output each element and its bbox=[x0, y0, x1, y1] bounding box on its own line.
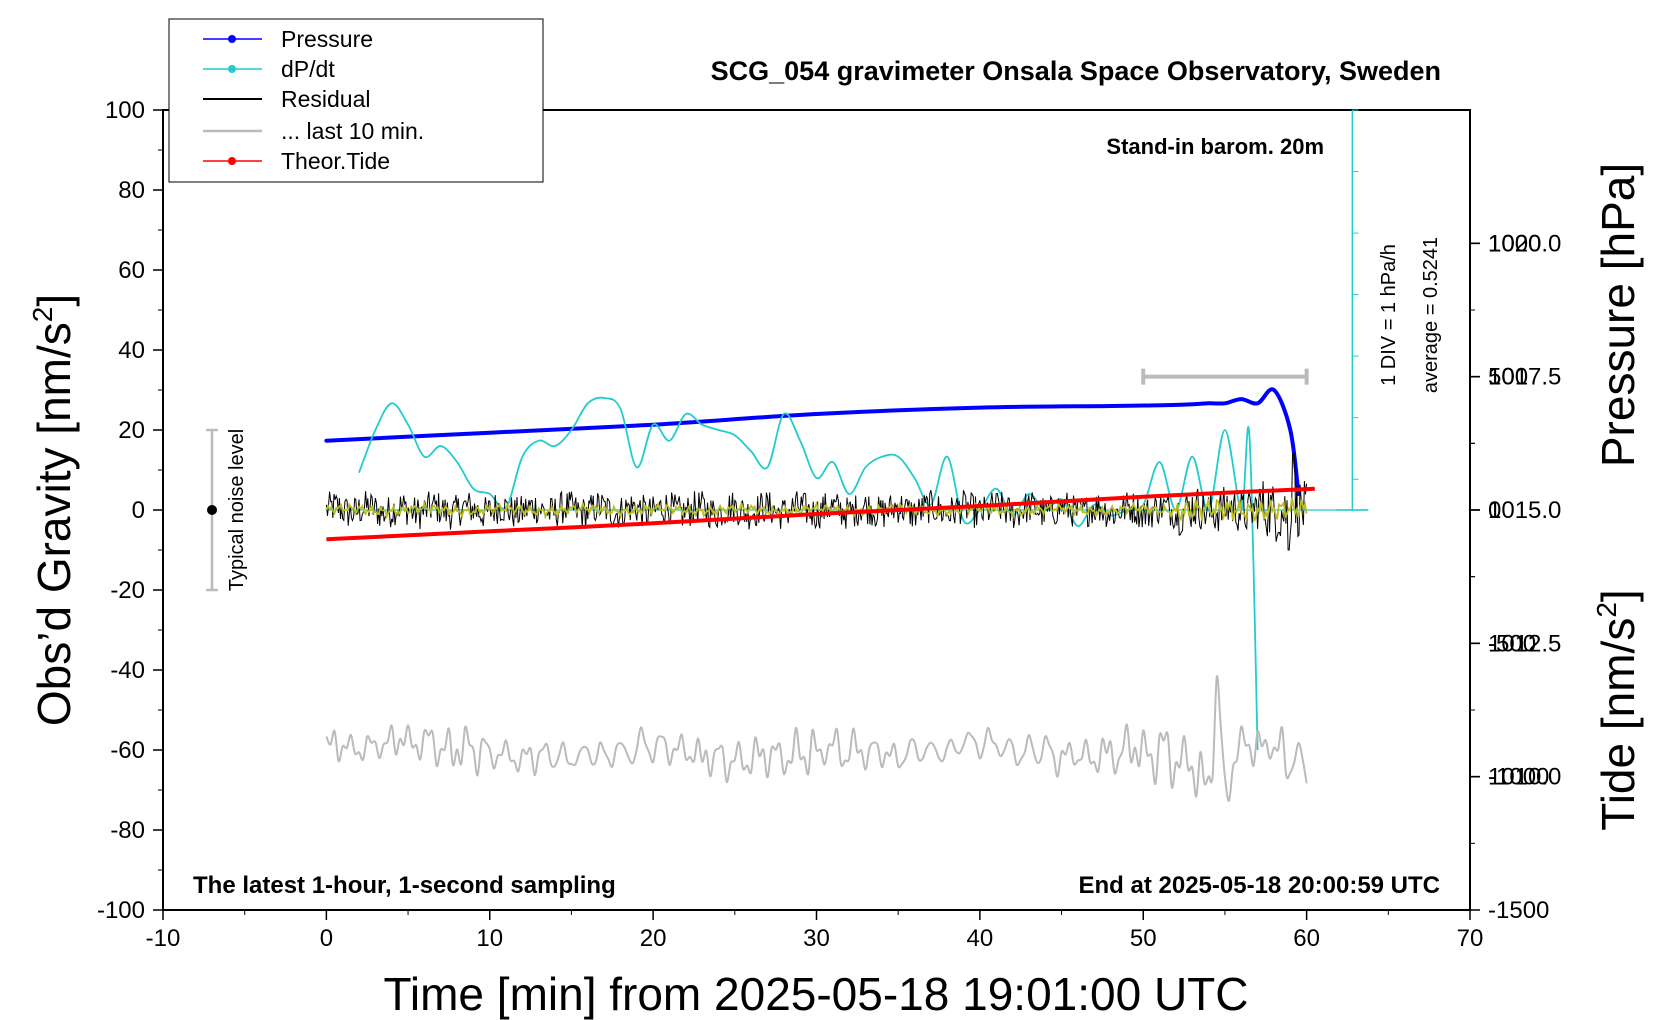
latest-sampling-annotation: The latest 1-hour, 1-second sampling bbox=[193, 872, 616, 899]
legend-item-last10: ... last 10 min. bbox=[203, 118, 424, 144]
legend: Pressure dP/dt Residual ... last 10 min.… bbox=[168, 18, 544, 183]
pressure-tick-label: 1010.0 bbox=[1488, 764, 1561, 791]
chart-title: SCG_054 gravimeter Onsala Space Observat… bbox=[711, 56, 1441, 86]
tide-tick-label: 500 bbox=[1488, 364, 1528, 391]
legend-label-pressure: Pressure bbox=[281, 26, 373, 52]
x-tick-label: 30 bbox=[803, 925, 830, 952]
pressure-tick-label: 1017.5 bbox=[1488, 364, 1561, 391]
series-dpdt bbox=[358, 396, 1259, 751]
barometer-annotation: Stand-in barom. 20m bbox=[1106, 134, 1324, 159]
series-last-10-min bbox=[325, 675, 1308, 802]
legend-item-tide: Theor.Tide bbox=[203, 148, 390, 174]
left-axis-label-main: Obs’d Gravity [nm/s bbox=[28, 322, 80, 726]
noise-bar-center bbox=[207, 505, 218, 515]
y-tick-label: -20 bbox=[110, 577, 145, 604]
legend-marker-dpdt bbox=[228, 65, 236, 73]
legend-item-residual: Residual bbox=[203, 86, 371, 112]
series-residual-smoothed bbox=[325, 497, 1308, 522]
legend-label-tide: Theor.Tide bbox=[281, 148, 390, 174]
pressure-axis-label: Pressure [hPa] bbox=[1592, 163, 1644, 467]
x-tick-label: 70 bbox=[1457, 925, 1484, 952]
tick-layer: -10 0 10 20 30 40 50 60 70100806040200-20-40-60-… bbox=[97, 97, 1561, 952]
tide-axis-label-sup: 2 bbox=[1591, 602, 1622, 618]
x-tick-label: 40 bbox=[967, 925, 994, 952]
tide-tick-label: -1000 bbox=[1488, 764, 1549, 791]
end-time-annotation: End at 2025-05-18 20:00:59 UTC bbox=[1079, 872, 1441, 899]
pressure-tick-label: 1020.0 bbox=[1488, 230, 1561, 257]
y-tick-label: 20 bbox=[118, 417, 145, 444]
average-label: average = 0.5241 bbox=[1420, 237, 1442, 393]
legend-marker-tide bbox=[228, 157, 236, 165]
noise-level-label: Typical noise level bbox=[226, 429, 248, 591]
tide-axis-label-end: ] bbox=[1592, 589, 1644, 602]
tide-axis-label: Tide [nm/s2] bbox=[1591, 589, 1644, 830]
y-tick-label: 0 bbox=[132, 497, 145, 524]
series-layer bbox=[206, 109, 1369, 802]
legend-label-dpdt: dP/dt bbox=[281, 56, 335, 82]
tide-tick-label: 1000 bbox=[1488, 230, 1541, 257]
legend-marker-pressure bbox=[228, 35, 236, 43]
legend-item-pressure: Pressure bbox=[203, 26, 373, 52]
tide-tick-label: -1500 bbox=[1488, 897, 1549, 924]
legend-item-dpdt: dP/dt bbox=[203, 56, 335, 82]
x-tick-label: -10 bbox=[146, 925, 181, 952]
tide-tick-label: -500 bbox=[1488, 630, 1536, 657]
series-pressure bbox=[324, 387, 1301, 496]
series-theor-tide bbox=[326, 486, 1315, 542]
x-tick-label: 10 bbox=[476, 925, 503, 952]
x-tick-label: 50 bbox=[1130, 925, 1157, 952]
legend-label-last10: ... last 10 min. bbox=[281, 118, 424, 144]
pressure-tick-label: 1015.0 bbox=[1488, 497, 1561, 524]
left-axis-label-sup: 2 bbox=[27, 307, 58, 323]
y-tick-label: 100 bbox=[105, 97, 145, 124]
tide-axis-label-main: Tide [nm/s bbox=[1592, 618, 1644, 831]
legend-label-residual: Residual bbox=[281, 86, 371, 112]
x-tick-label: 0 bbox=[320, 925, 333, 952]
pressure-tick-label: 1012.5 bbox=[1488, 630, 1561, 657]
y-tick-label: -40 bbox=[110, 657, 145, 684]
div-label: 1 DIV = 1 hPa/h bbox=[1378, 244, 1400, 386]
x-tick-label: 20 bbox=[640, 925, 667, 952]
series-residual bbox=[325, 453, 1308, 551]
legend-box bbox=[168, 18, 544, 183]
left-axis-label-end: ] bbox=[28, 294, 80, 307]
y-tick-label: 40 bbox=[118, 337, 145, 364]
y-tick-label: -80 bbox=[110, 817, 145, 844]
x-axis-label: Time [min] from 2025-05-18 19:01:00 UTC bbox=[384, 968, 1249, 1020]
tide-tick-label: 0 bbox=[1488, 497, 1501, 524]
y-tick-label: 60 bbox=[118, 257, 145, 284]
left-axis-label: Obs’d Gravity [nm/s2] bbox=[27, 294, 80, 726]
y-tick-label: -100 bbox=[97, 897, 145, 924]
y-tick-label: -60 bbox=[110, 737, 145, 764]
y-tick-label: 80 bbox=[118, 177, 145, 204]
x-tick-label: 60 bbox=[1293, 925, 1320, 952]
